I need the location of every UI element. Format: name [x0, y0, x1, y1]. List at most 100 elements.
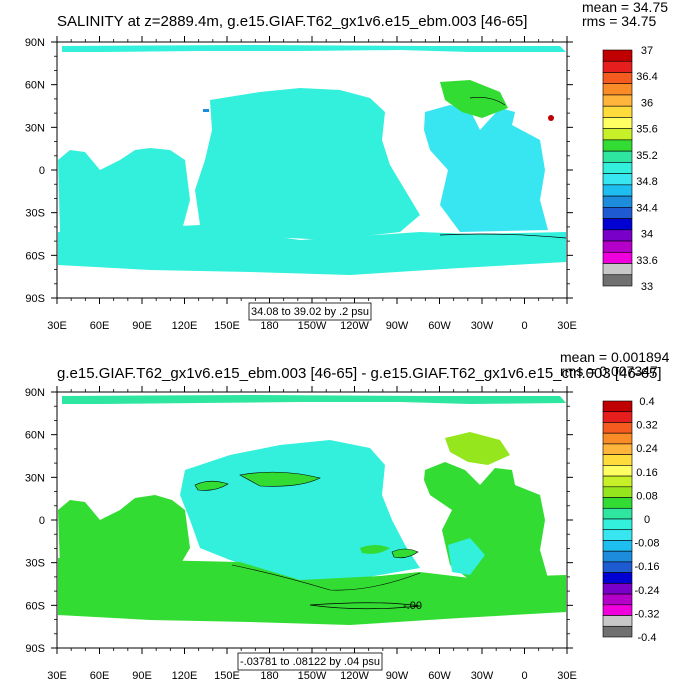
panel2-contour-box [237, 652, 383, 671]
colorbar-swatch [602, 150, 633, 163]
colorbar-label: 34.4 [636, 202, 657, 214]
x-tick-label: 30E [47, 670, 67, 682]
panel-salinity: SALINITY at z=2889.4m, g.e15.GIAF.T62_gx… [25, 0, 668, 332]
small-blue-spot [203, 109, 209, 112]
x-tick-label: 180 [260, 670, 278, 682]
colorbar-swatch [602, 572, 633, 584]
y-tick-label: 90N [25, 387, 45, 399]
x-tick-label: 60E [90, 320, 110, 332]
colorbar-swatch [602, 117, 633, 129]
colorbar-swatch [602, 128, 633, 141]
colorbar-swatch [602, 432, 633, 445]
panel2-map: -.00 [58, 395, 566, 625]
colorbar-swatch [602, 583, 633, 595]
colorbar-label: 36.4 [636, 71, 657, 83]
colorbar-swatch [602, 83, 633, 96]
panel1-rms: rms = 34.75 [582, 13, 657, 29]
colorbar-swatch [602, 518, 633, 531]
y-tick-label: 0 [39, 515, 45, 527]
x-tick-label: 30E [557, 670, 577, 682]
x-tick-label: 150E [214, 320, 240, 332]
panel1-contour-box [248, 302, 372, 321]
colorbar-swatch [602, 60, 633, 73]
y-tick-label: 30N [25, 122, 45, 134]
colorbar-swatch [602, 561, 633, 573]
x-tick-label: 120W [340, 320, 369, 332]
colorbar-swatch [602, 173, 633, 186]
colorbar-swatch [602, 540, 633, 552]
colorbar-label: 0.24 [636, 443, 657, 455]
colorbar-label: 0.08 [636, 490, 657, 502]
indian-ocean [58, 148, 190, 232]
y-tick-label: 90S [25, 293, 45, 305]
colorbar-swatch [602, 593, 633, 606]
y-tick-label: 30S [25, 208, 45, 220]
x-tick-label: 120E [172, 670, 198, 682]
colorbar-swatch [602, 625, 633, 638]
panel1-mean: mean = 34.75 [582, 0, 668, 15]
atlantic-diff [424, 462, 548, 580]
pacific-ocean [195, 88, 420, 240]
colorbar-label: -0.32 [634, 608, 659, 620]
panel2-colorbar: 0.4 0.32 0.24 0.16 0.08 0 -0.08 -0.16 -0.24 -0.32… [602, 396, 660, 644]
southern-diff [58, 558, 566, 625]
x-tick-label: 120E [172, 320, 198, 332]
north-atlantic-diff [445, 432, 510, 465]
y-tick-label: 0 [39, 165, 45, 177]
colorbar-swatch [602, 94, 633, 107]
colorbar-swatch [602, 497, 633, 509]
north-atlantic [440, 80, 508, 118]
x-tick-label: 30E [47, 320, 67, 332]
y-tick-label: 60S [25, 250, 45, 262]
x-tick-label: 150E [214, 670, 240, 682]
x-tick-label: 30W [471, 670, 494, 682]
arctic-ocean-diff [62, 395, 566, 404]
x-tick-label: 90W [386, 320, 409, 332]
colorbar-swatch [602, 443, 633, 455]
colorbar-label: 34 [641, 229, 653, 241]
y-tick-label: 30S [25, 558, 45, 570]
colorbar-swatch [602, 550, 633, 563]
x-tick-label: 0 [521, 320, 527, 332]
panel2-rms: rms = 0.007347 [560, 363, 658, 379]
panel-difference: g.e15.GIAF.T62_gx1v6.e15_ebm.003 [46-65]… [25, 349, 670, 682]
panel1-axes: 30E 60E 90E 120E 150E 180 150W 120W 90W 60W 30W 0 30… [25, 36, 577, 332]
colorbar-swatch [602, 218, 633, 231]
contour-label: -.00 [403, 600, 422, 612]
colorbar-label: 0.16 [636, 467, 657, 479]
colorbar-swatch [602, 195, 633, 208]
y-tick-label: 90N [25, 37, 45, 49]
panel2-title: g.e15.GIAF.T62_gx1v6.e15_ebm.003 [46-65]… [57, 365, 662, 382]
colorbar-swatch [602, 411, 633, 423]
indian-diff [58, 495, 190, 567]
x-tick-label: 30E [557, 320, 577, 332]
colorbar-swatch [602, 604, 633, 616]
colorbar-swatch [602, 400, 633, 413]
colorbar-swatch [602, 529, 633, 541]
x-tick-label: 90W [386, 670, 409, 682]
x-tick-label: 60E [90, 670, 110, 682]
colorbar-label: 35.6 [636, 124, 657, 136]
colorbar-label: 34.8 [636, 176, 657, 188]
colorbar-swatch [602, 162, 633, 174]
panel1-title: SALINITY at z=2889.4m, g.e15.GIAF.T62_gx… [57, 13, 527, 30]
colorbar-label: 33.6 [636, 255, 657, 267]
panel1-map [58, 45, 567, 275]
colorbar-swatch [602, 49, 633, 62]
panel2-contour-info: -.03781 to .08122 by .04 psu [240, 656, 380, 668]
colorbar-swatch [602, 263, 633, 276]
x-tick-label: 60W [428, 320, 451, 332]
x-tick-label: 90E [132, 320, 152, 332]
y-tick-label: 30N [25, 472, 45, 484]
colorbar-label: 0.32 [636, 420, 657, 432]
colorbar-label: 36 [641, 97, 653, 109]
southern-ocean [58, 225, 566, 275]
colorbar-label: -0.16 [634, 561, 659, 573]
colorbar-swatch [602, 251, 633, 264]
colorbar-swatch [602, 454, 633, 466]
colorbar-swatch [602, 139, 633, 152]
y-tick-label: 90S [25, 643, 45, 655]
x-tick-label: 60W [428, 670, 451, 682]
colorbar-swatch [602, 240, 633, 253]
